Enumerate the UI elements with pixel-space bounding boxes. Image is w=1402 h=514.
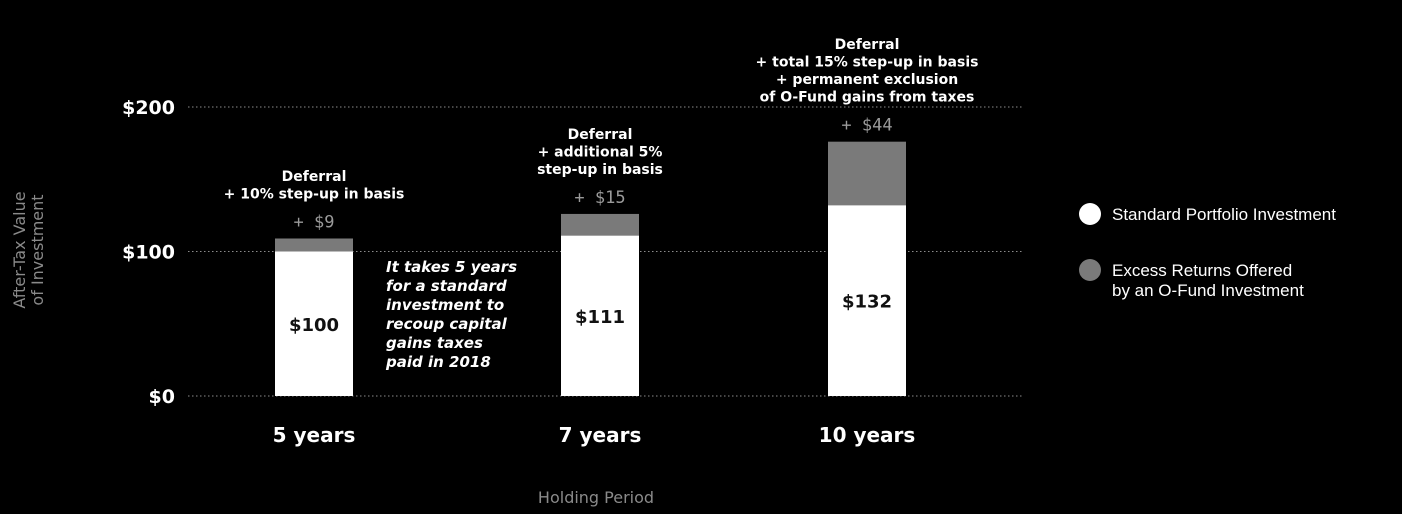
excess-value-label: + $44 bbox=[841, 116, 892, 136]
bar-annotation: Deferral + additional 5% step-up in basis bbox=[537, 127, 663, 178]
bar-annotation-line: + 10% step-up in basis bbox=[224, 186, 405, 202]
legend-label-line: Standard Portfolio Investment bbox=[1112, 205, 1336, 224]
excess-value-label: + $9 bbox=[294, 212, 335, 232]
y-tick-label: $200 bbox=[122, 97, 175, 119]
legend-label-line: Excess Returns Offered bbox=[1112, 261, 1292, 280]
y-axis-label-line: After-Tax Value bbox=[10, 191, 29, 308]
bar-annotation-line: Deferral bbox=[282, 169, 347, 185]
bar-annotation-line: Deferral bbox=[568, 127, 633, 143]
bar-annotation: Deferral + 10% step-up in basis bbox=[224, 169, 405, 203]
legend-swatch-excess bbox=[1079, 259, 1101, 281]
x-tick-label: 10 years bbox=[819, 423, 916, 447]
bar-annotation-line: of O-Fund gains from taxes bbox=[760, 90, 975, 106]
bar-annotation: Deferral + total 15% step-up in basis + pe… bbox=[756, 37, 979, 106]
bar-excess-returns bbox=[275, 238, 353, 252]
x-axis-label: Holding Period bbox=[538, 488, 654, 507]
legend-label: Standard Portfolio Investment bbox=[1112, 205, 1336, 224]
note-line: gains taxes bbox=[386, 334, 483, 352]
excess-value-label: + $15 bbox=[574, 188, 625, 208]
x-tick-label: 5 years bbox=[273, 423, 356, 447]
note-line: recoup capital bbox=[386, 315, 508, 333]
bar-value-label: $100 bbox=[289, 315, 339, 336]
legend-swatch-standard bbox=[1079, 203, 1101, 225]
bar-standard-investment bbox=[561, 235, 639, 396]
y-tick-label: $100 bbox=[122, 242, 175, 264]
bar-standard-investment bbox=[828, 205, 906, 396]
x-tick-label: 7 years bbox=[559, 423, 642, 447]
legend-label-line: by an O-Fund Investment bbox=[1112, 281, 1304, 300]
bar-value-label: $132 bbox=[842, 292, 892, 313]
bar-excess-returns bbox=[561, 213, 639, 236]
bar-annotation-line: Deferral bbox=[835, 37, 900, 53]
note-line: for a standard bbox=[386, 277, 507, 295]
note-text: It takes 5 years for a standard investment… bbox=[385, 258, 517, 371]
note-line: paid in 2018 bbox=[385, 353, 491, 371]
legend-label: Excess Returns Offered by an O-Fund Inves… bbox=[1112, 261, 1304, 300]
y-tick-label: $0 bbox=[149, 386, 175, 408]
note-line: investment to bbox=[386, 296, 504, 314]
bar-excess-returns bbox=[828, 141, 906, 206]
bar-annotation-line: + additional 5% bbox=[538, 144, 663, 160]
bar-annotation-line: + permanent exclusion bbox=[776, 72, 958, 88]
bar-annotation-line: + total 15% step-up in basis bbox=[756, 55, 979, 71]
bar-value-label: $111 bbox=[575, 307, 625, 328]
bar-standard-investment bbox=[275, 251, 353, 396]
y-axis-label: After-Tax Valueof Investment bbox=[10, 191, 47, 308]
y-axis-label-line: of Investment bbox=[28, 194, 47, 305]
note-line: It takes 5 years bbox=[386, 258, 517, 276]
bar-annotation-line: step-up in basis bbox=[537, 162, 663, 178]
